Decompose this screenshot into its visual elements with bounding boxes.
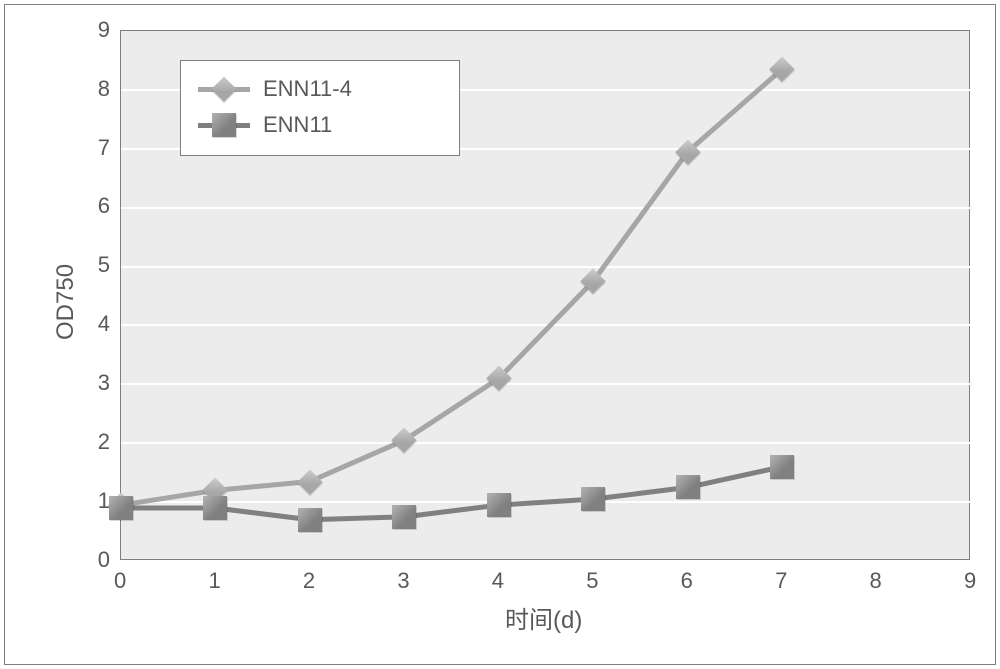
y-tick-label: 0 bbox=[98, 547, 110, 573]
y-tick-label: 4 bbox=[98, 311, 110, 337]
y-tick-label: 1 bbox=[98, 488, 110, 514]
legend-item: ENN11 bbox=[195, 107, 445, 143]
x-tick-label: 0 bbox=[114, 568, 126, 594]
y-tick-label: 2 bbox=[98, 429, 110, 455]
x-tick-label: 8 bbox=[870, 568, 882, 594]
legend-label: ENN11 bbox=[263, 112, 332, 138]
y-tick-label: 3 bbox=[98, 370, 110, 396]
chart-canvas: { "outer_frame": { "left": 4, "top": 4, … bbox=[0, 0, 1000, 669]
legend-label: ENN11-4 bbox=[263, 76, 352, 102]
y-axis-title: OD750 bbox=[52, 264, 80, 340]
x-tick-label: 3 bbox=[397, 568, 409, 594]
diamond-icon bbox=[212, 77, 237, 102]
legend: ENN11-4 ENN11 bbox=[180, 60, 460, 156]
y-tick-label: 9 bbox=[98, 17, 110, 43]
x-tick-label: 9 bbox=[964, 568, 976, 594]
x-tick-label: 2 bbox=[303, 568, 315, 594]
x-tick-label: 1 bbox=[208, 568, 220, 594]
x-tick-label: 7 bbox=[775, 568, 787, 594]
x-axis-title: 时间(d) bbox=[505, 600, 582, 635]
x-tick-label: 4 bbox=[492, 568, 504, 594]
x-tick-label: 5 bbox=[586, 568, 598, 594]
y-tick-label: 8 bbox=[98, 76, 110, 102]
legend-swatch bbox=[195, 107, 253, 143]
y-tick-label: 6 bbox=[98, 193, 110, 219]
square-icon bbox=[212, 113, 236, 137]
y-tick-label: 5 bbox=[98, 252, 110, 278]
legend-item: ENN11-4 bbox=[195, 71, 445, 107]
y-tick-label: 7 bbox=[98, 135, 110, 161]
legend-swatch bbox=[195, 71, 253, 107]
x-tick-label: 6 bbox=[681, 568, 693, 594]
